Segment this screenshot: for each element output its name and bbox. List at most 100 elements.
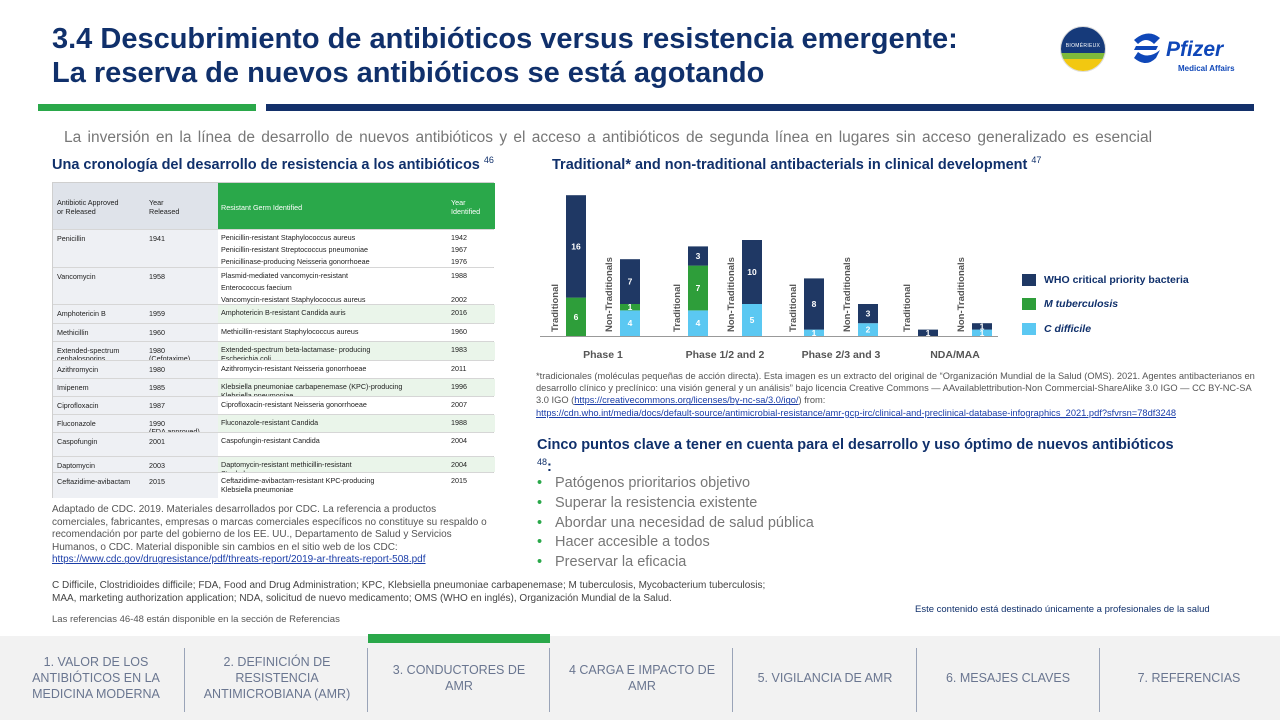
nav-divider [732,648,733,712]
table-row: Ceftazidime-avibactam 2015 Ceftazidime-avi… [53,472,495,498]
chart-category-label: Phase 2/3 and 3 [802,349,881,361]
title-line-1: 3.4 Descubrimiento de antibióticos versu… [52,23,958,55]
subheading-clinical-development: Traditional* and non-traditional antibac… [552,155,1042,173]
chart-bar-segment [742,240,762,304]
table-cell: 1980 [149,346,165,355]
legend-item-who: WHO critical priority bacteria [1022,274,1189,287]
chart-bar-segment [620,304,640,311]
nav-tab-6-mensajes[interactable]: 6. MESAJES CLAVES [945,671,1071,685]
nav-tab-1-valor[interactable]: 1. VALOR DE LOS ANTIBIÓTICOS EN LA MEDIC… [32,655,160,701]
header-rule-navy [266,104,1254,111]
cdc-source-note: Adaptado de CDC. 2019. Materiales desarr… [52,504,487,566]
chart-data-label: 1 [980,321,985,331]
table-row: Extended-spectrum cephalosporins 1980 (Cefo… [53,341,495,363]
table-cell: 1942 [451,233,467,242]
table-cell: 1960 [149,328,165,337]
table-cell: Amphotericin B-resistant Candida auris [221,308,346,317]
bullet-icon: • [537,534,543,551]
table-cell: 1987 [149,401,165,410]
chart-bar-type-label: Non-Traditionals [842,257,853,332]
table-cell: 2007 [451,400,467,409]
clinical-development-chart: 6 16 Traditional 4 1 7 Non-Traditionals Phase 1… [540,195,998,361]
chart-bar-segment [688,310,708,336]
chart-category-label: NDA/MAA [930,349,980,361]
table-cell: 1959 [149,309,165,318]
cc-license-link[interactable]: https://creativecommons.org/licenses/by-… [574,395,799,406]
chart-bar-segment [742,304,762,336]
chart-bar-type-label: Traditional [902,284,913,332]
table-cell: Caspofungin [57,437,98,446]
table-row: Fluconazole 1990 (FDA approved) Fluconazole… [53,414,495,436]
hcp-disclaimer: Este contenido está destinado únicamente… [915,604,1210,615]
col-header-year-identified: Year [451,198,466,207]
key-points-list: • Patógenos prioritarios objetivo • Supera… [537,474,814,573]
chart-bar-segment [858,323,878,336]
chart-data-label: 4 [628,318,633,328]
pfizer-logo: Pfizer Medical Affairs [1130,28,1240,74]
chart-bar-segment [804,329,824,336]
table-cell: 2015 [451,476,467,485]
nav-tab-5-vigilancia[interactable]: 5. VIGILANCIA DE AMR [757,671,893,685]
pfizer-mark-icon [1134,33,1160,63]
who-source-note: *tradicionales (moléculas pequeñas de ac… [536,371,1255,418]
table-cell: 1967 [451,245,467,254]
legend-swatch-cdiff [1022,323,1036,336]
resistance-timeline-table: Antibiotic Approved or Released Year Rel… [52,182,495,498]
table-row: Vancomycin 1958 Plasmid-mediated vancomyci… [53,267,495,304]
nav-divider [367,648,368,712]
table-cell: 2003 [149,461,165,470]
table-cell: Methicillin [57,328,89,337]
nav-tab-2-definicion[interactable]: 2. DEFINICIÓN DE RESISTENCIA ANTIMICROBI… [203,655,351,701]
table-cell: Escherichia coli [221,354,271,363]
who-report-link[interactable]: https://cdn.who.int/media/docs/default-s… [536,407,1177,418]
chart-bar-type-label: Traditional [550,284,561,332]
table-row: Caspofungin 2001 Caspofungin-resistant Can… [53,432,495,456]
nav-divider [549,648,550,712]
nav-tab-4-carga[interactable]: 4 CARGA E IMPACTO DE AMR [568,663,716,693]
chart-data-label: 3 [696,251,701,261]
table-cell: 1980 [149,365,165,374]
references-note: Las referencias 46-48 están disponible e… [52,614,340,625]
table-header: Antibiotic Approved or Released Year Rel… [53,183,495,229]
chart-data-label: 4 [696,318,701,328]
table-cell: Daptomycin-resistant methicillin-resista… [221,460,352,469]
table-cell: Ciprofloxacin [57,401,99,410]
table-cell: 2015 [149,477,165,486]
chart-bar-type-label: Non-Traditionals [726,257,737,332]
nav-tab-3-conductores[interactable]: 3. CONDUCTORES DE AMR [392,663,526,693]
table-cell: (Cefotaxime) [149,354,191,363]
table-cell: 1983 [451,345,467,354]
table-cell: Vancomycin-resistant Staphylococcus aure… [221,295,366,304]
abbreviations: C Difficile, Clostridioides difficile; F… [52,579,842,605]
table-cell: Klebsiella pneumoniae [221,391,294,400]
table-cell: Penicillin [57,234,86,243]
chart-data-label: 5 [750,315,755,325]
table-cell: 1988 [451,418,467,427]
table-cell: 2004 [451,460,467,469]
table-row: Azithromycin 1980 Azithromycin-resistant N… [53,360,495,378]
table-cell: Enterococcus faecium [221,283,292,292]
table-cell: 2001 [149,437,165,446]
table-cell: 1976 [451,257,467,266]
table-cell: Azithromycin-resistant Neisseria gonorrh… [221,364,367,373]
table-cell: Extended-spectrum [57,346,120,355]
col-header-year-identified-2: Identified [451,207,481,216]
table-cell: Ceftazidime-avibactam-resistant KPC-prod… [221,476,375,485]
table-cell: Daptomycin [57,461,95,470]
section-nav [0,636,1280,720]
cdc-report-link[interactable]: https://www.cdc.gov/drugresistance/pdf/t… [52,554,426,566]
table-cell: 1941 [149,234,165,243]
list-item: • Patógenos prioritarios objetivo [537,474,814,494]
chart-bar-segment [972,323,992,330]
nav-tab-7-referencias[interactable]: 7. REFERENCIAS [1137,671,1241,685]
table-cell: Azithromycin [57,365,99,374]
chart-data-label: 1 [980,328,985,338]
chart-data-label: 8 [812,299,817,309]
abbreviations-line-1: C Difficile, Clostridioides difficile; F… [52,580,766,591]
table-cell: 1990 [149,419,165,428]
table-row: Imipenem 1985 Klebsiella pneumoniae carbap… [53,378,495,400]
table-cell: Fluconazole [57,419,96,428]
bullet-icon: • [537,554,543,571]
table-cell: Penicillin-resistant Streptococcus pneum… [221,245,369,254]
